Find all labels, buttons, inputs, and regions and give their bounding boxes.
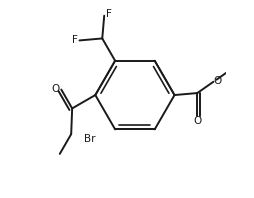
Text: O: O [214,76,222,86]
Text: O: O [193,116,201,126]
Text: O: O [52,84,60,93]
Text: F: F [72,35,77,45]
Text: F: F [106,9,112,19]
Text: Br: Br [84,134,96,144]
